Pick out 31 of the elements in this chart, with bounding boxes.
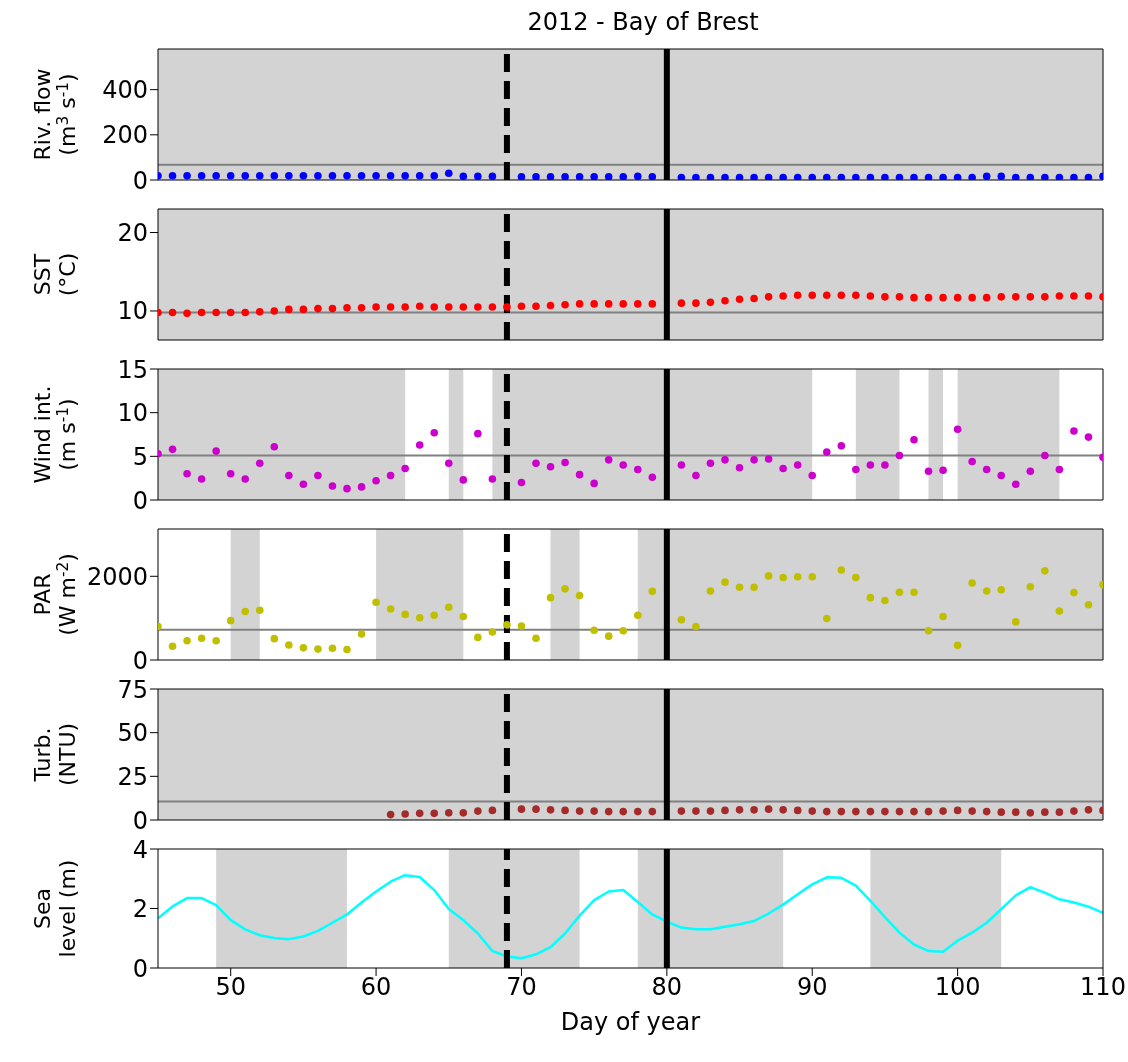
chart-title: 2012 - Bay of Brest — [526, 8, 760, 36]
x-tick-label: 90 — [796, 973, 828, 1002]
y-tick-label: 0 — [132, 806, 148, 835]
x-tick-label: 100 — [934, 973, 981, 1002]
y-tick-label: 200 — [102, 121, 148, 150]
x-tick-label: 50 — [215, 973, 246, 1002]
y-tick-label: 2000 — [86, 562, 148, 591]
x-axis-title: Day of year — [560, 1008, 701, 1036]
y-tick-label: 20 — [117, 219, 148, 248]
y-tick-label: 2 — [132, 895, 148, 924]
x-tick-label: 60 — [360, 973, 392, 1002]
y-axis-title: PAR (W m-2) — [30, 553, 81, 636]
y-tick-label: 0 — [132, 954, 148, 983]
y-axis-title: SST (°C) — [30, 252, 81, 297]
y-tick-label: 10 — [117, 399, 148, 428]
y-tick-label: 50 — [117, 719, 148, 748]
y-axis-title: Sea level (m) — [30, 859, 81, 958]
y-tick-label: 0 — [132, 166, 148, 195]
y-tick-label: 15 — [117, 355, 148, 384]
y-tick-label: 75 — [117, 675, 148, 704]
y-tick-label: 25 — [117, 762, 148, 791]
x-tick-label: 80 — [651, 973, 683, 1002]
x-tick-label: 110 — [1080, 973, 1126, 1002]
y-tick-label: 0 — [132, 486, 148, 515]
x-tick-label: 70 — [506, 973, 537, 1002]
y-tick-label: 5 — [132, 442, 148, 471]
y-tick-label: 10 — [117, 297, 148, 326]
y-tick-label: 0 — [132, 646, 148, 675]
y-tick-label: 4 — [132, 835, 148, 864]
y-tick-label: 400 — [102, 76, 148, 105]
y-axis-title: Turb. (NTU) — [30, 722, 81, 787]
